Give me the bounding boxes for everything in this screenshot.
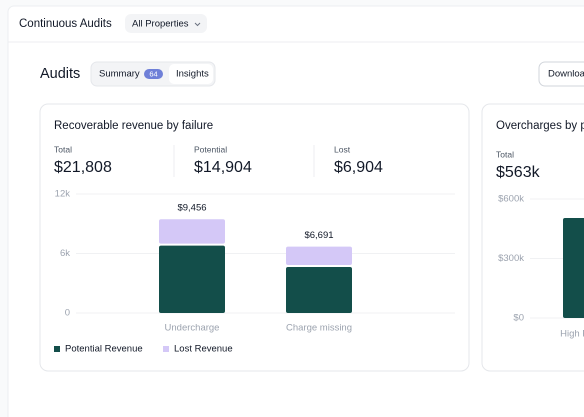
legend-swatch [54,346,60,352]
stat-label: Potential [194,144,227,154]
tab[interactable]: Summary [99,69,140,80]
legend-label: Potential Revenue [65,344,143,355]
chevron [194,22,201,27]
tab[interactable]: Insights [176,69,209,80]
total-label: $9,456 [177,203,206,214]
stat-label: Total [54,144,72,154]
page-title: Audits [40,66,80,82]
y-tick-label: 6k [60,248,70,259]
stat-label: Total [496,149,514,159]
stat-label: Lost [334,144,351,154]
bar [286,266,352,313]
download-button[interactable] [538,61,584,87]
bar [159,245,225,313]
card [481,103,584,372]
stat-value: $563k [496,164,541,181]
stat-value: $14,904 [194,159,252,176]
bar [159,219,225,244]
bar [563,218,584,318]
chart-title: Recoverable revenue by failure [54,120,213,132]
card [39,103,470,372]
badge-text: 64 [149,69,157,78]
x-tick-label: Charge missing [286,323,352,334]
active-tab[interactable] [169,64,213,84]
legend-swatch [163,346,169,352]
download-label[interactable]: Downloa [548,69,584,80]
total-label: $6,691 [304,230,333,241]
filter-label[interactable]: All Properties [132,19,189,30]
y-tick-label: $300k [498,253,524,264]
app-title: Continuous Audits [19,18,112,30]
x-tick-label: High Pri [560,329,584,340]
filter-dropdown[interactable] [125,14,207,33]
stat-value: $6,904 [334,159,383,176]
chart-title: Overcharges by p [496,120,584,132]
y-tick-label: $600k [498,194,524,205]
x-tick-label: Undercharge [165,323,220,334]
badge [144,69,163,79]
y-tick-label: 12k [55,189,71,200]
legend-label: Lost Revenue [174,344,233,355]
bar [286,246,352,265]
y-tick-label: $0 [513,313,524,324]
stat-value: $21,808 [54,159,112,176]
y-tick-label: 0 [65,308,70,319]
